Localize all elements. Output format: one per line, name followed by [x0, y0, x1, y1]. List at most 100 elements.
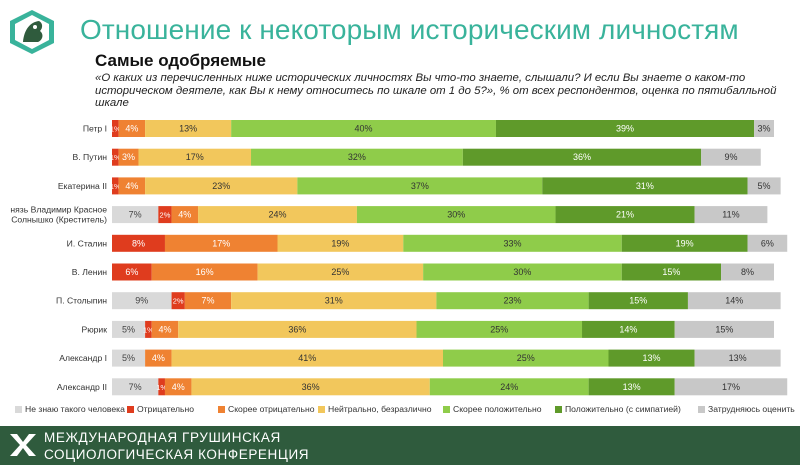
bar-segment-положительно-с-симпатией	[495, 120, 755, 137]
bar-segment-нейтрально-безразлично	[145, 120, 232, 137]
bar-segment-скорее-отрицательно	[164, 378, 192, 396]
data-label: 16%	[196, 267, 214, 277]
data-label: 5%	[758, 181, 771, 191]
stacked-bar-chart: Петр I 1% 4% 13% 40% 39% 3%В. Путин 1% 3% 17% 32% 3…	[10, 120, 788, 396]
category-label: Александр II	[57, 382, 107, 392]
category-label: Рюрик	[81, 324, 107, 334]
bar-segment-положительно-с-симпатией	[608, 349, 695, 367]
data-label: 36%	[573, 152, 591, 162]
data-label: 9%	[724, 152, 737, 162]
bar-segment-затрудняюсь-оценить	[694, 206, 768, 224]
data-label: 1%	[110, 153, 121, 162]
legend-swatch	[555, 405, 562, 413]
data-label: 31%	[636, 181, 654, 191]
bar-segment-положительно-с-симпатией	[588, 378, 675, 396]
category-label: Солнышко (Креститель)	[11, 215, 107, 225]
data-label: 40%	[355, 124, 373, 134]
data-label: 7%	[129, 210, 142, 220]
bar-segment-скорее-положительно	[251, 148, 463, 166]
data-label: 4%	[158, 324, 171, 334]
conference-logo	[10, 10, 54, 54]
bar-segment-затрудняюсь-оценить	[754, 120, 774, 137]
data-label: 31%	[325, 296, 343, 306]
data-label: 15%	[662, 267, 680, 277]
bar-segment-скорее-положительно	[443, 349, 609, 367]
data-label: 15%	[715, 324, 733, 334]
data-label: 14%	[725, 296, 743, 306]
data-label: 9%	[135, 296, 148, 306]
data-label: 13%	[729, 353, 747, 363]
bar-segment-нейтрально-безразлично	[171, 349, 443, 367]
bar-segment-отрицательно	[112, 234, 165, 252]
legend-label: Положительно (с симпатией)	[565, 404, 681, 414]
bar-segment-отрицательно	[171, 292, 185, 310]
data-label: 6%	[125, 267, 138, 277]
data-label: 24%	[268, 210, 286, 220]
data-label: 39%	[616, 124, 634, 134]
bar-segment-положительно-с-симпатией	[462, 148, 702, 166]
bar-segment-отрицательно	[112, 263, 152, 281]
bar-segment-скорее-отрицательно	[118, 120, 146, 137]
legend-label: Отрицательно	[137, 404, 195, 414]
data-label: 1%	[110, 182, 121, 191]
legend-swatch	[318, 405, 325, 413]
bar-segment-скорее-положительно	[436, 292, 589, 310]
bar-segment-нейтрально-безразлично	[198, 206, 357, 224]
data-label: 8%	[132, 238, 145, 248]
legend-label: Нейтрально, безразлично	[328, 404, 432, 414]
data-label: 23%	[212, 181, 230, 191]
chart-legend: Не знаю такого человека Отрицательно Скоре…	[15, 404, 800, 418]
category-label: В. Путин	[73, 152, 108, 162]
data-label: 19%	[331, 238, 349, 248]
bar-segment-отрицательно	[112, 120, 119, 137]
bar-segment-положительно-с-симпатией	[621, 263, 722, 281]
conference-mark-icon	[10, 434, 36, 456]
bar-segment-скорее-отрицательно	[171, 206, 199, 224]
bar-segment-не-знаю-такого-человека	[112, 320, 146, 338]
bar-segment-скорее-отрицательно	[118, 177, 146, 195]
footer-banner: МЕЖДУНАРОДНАЯ ГРУШИНСКАЯ СОЦИОЛОГИЧЕСКАЯ…	[0, 426, 800, 465]
data-label: 37%	[411, 181, 429, 191]
bar-segment-положительно-с-симпатией	[588, 292, 688, 310]
bar-segment-затрудняюсь-оценить	[747, 234, 788, 252]
bar-segment-скорее-положительно	[423, 263, 622, 281]
bar-segment-затрудняюсь-оценить	[701, 148, 761, 166]
bar-segment-не-знаю-такого-человека	[112, 292, 172, 310]
legend-label: Затрудняюсь оценить	[708, 404, 795, 414]
category-label: В. Ленин	[72, 267, 107, 277]
footer-line-1: МЕЖДУНАРОДНАЯ ГРУШИНСКАЯ	[44, 430, 281, 445]
legend-item-положительно-с-симпатией: Положительно (с симпатией)	[555, 404, 681, 414]
data-label: 17%	[212, 238, 230, 248]
data-label: 3%	[758, 124, 771, 134]
legend-swatch	[443, 405, 450, 413]
bar-segment-скорее-отрицательно	[164, 234, 278, 252]
data-label: 2%	[160, 211, 171, 220]
bar-segment-затрудняюсь-оценить	[747, 177, 781, 195]
data-label: 17%	[722, 382, 740, 392]
bar-segment-отрицательно	[145, 320, 152, 338]
bar-segment-положительно-с-симпатией	[542, 177, 748, 195]
bar-segment-нейтрально-безразлично	[231, 292, 437, 310]
data-label: 30%	[513, 267, 531, 277]
bar-segment-не-знаю-такого-человека	[112, 378, 159, 396]
legend-item-не-знаю-такого-человека: Не знаю такого человека	[15, 404, 125, 414]
data-label: 4%	[125, 124, 138, 134]
bar-segment-затрудняюсь-оценить	[674, 320, 774, 338]
data-label: 1%	[156, 383, 167, 392]
legend-item-нейтрально-безразлично: Нейтрально, безразлично	[318, 404, 432, 414]
legend-swatch	[127, 405, 134, 413]
category-label: Александр I	[59, 353, 107, 363]
data-label: 19%	[676, 238, 694, 248]
legend-swatch	[218, 405, 225, 413]
bar-segment-скорее-отрицательно	[184, 292, 232, 310]
bar-segment-скорее-отрицательно	[118, 148, 139, 166]
legend-label: Скорее отрицательно	[228, 404, 315, 414]
legend-label: Не знаю такого человека	[25, 404, 125, 414]
data-label: 13%	[623, 382, 641, 392]
data-label: 25%	[517, 353, 535, 363]
data-label: 2%	[173, 297, 184, 306]
bar-segment-скорее-положительно	[356, 206, 556, 224]
bar-segment-скорее-положительно	[297, 177, 543, 195]
data-label: 4%	[172, 382, 185, 392]
data-label: 13%	[643, 353, 661, 363]
